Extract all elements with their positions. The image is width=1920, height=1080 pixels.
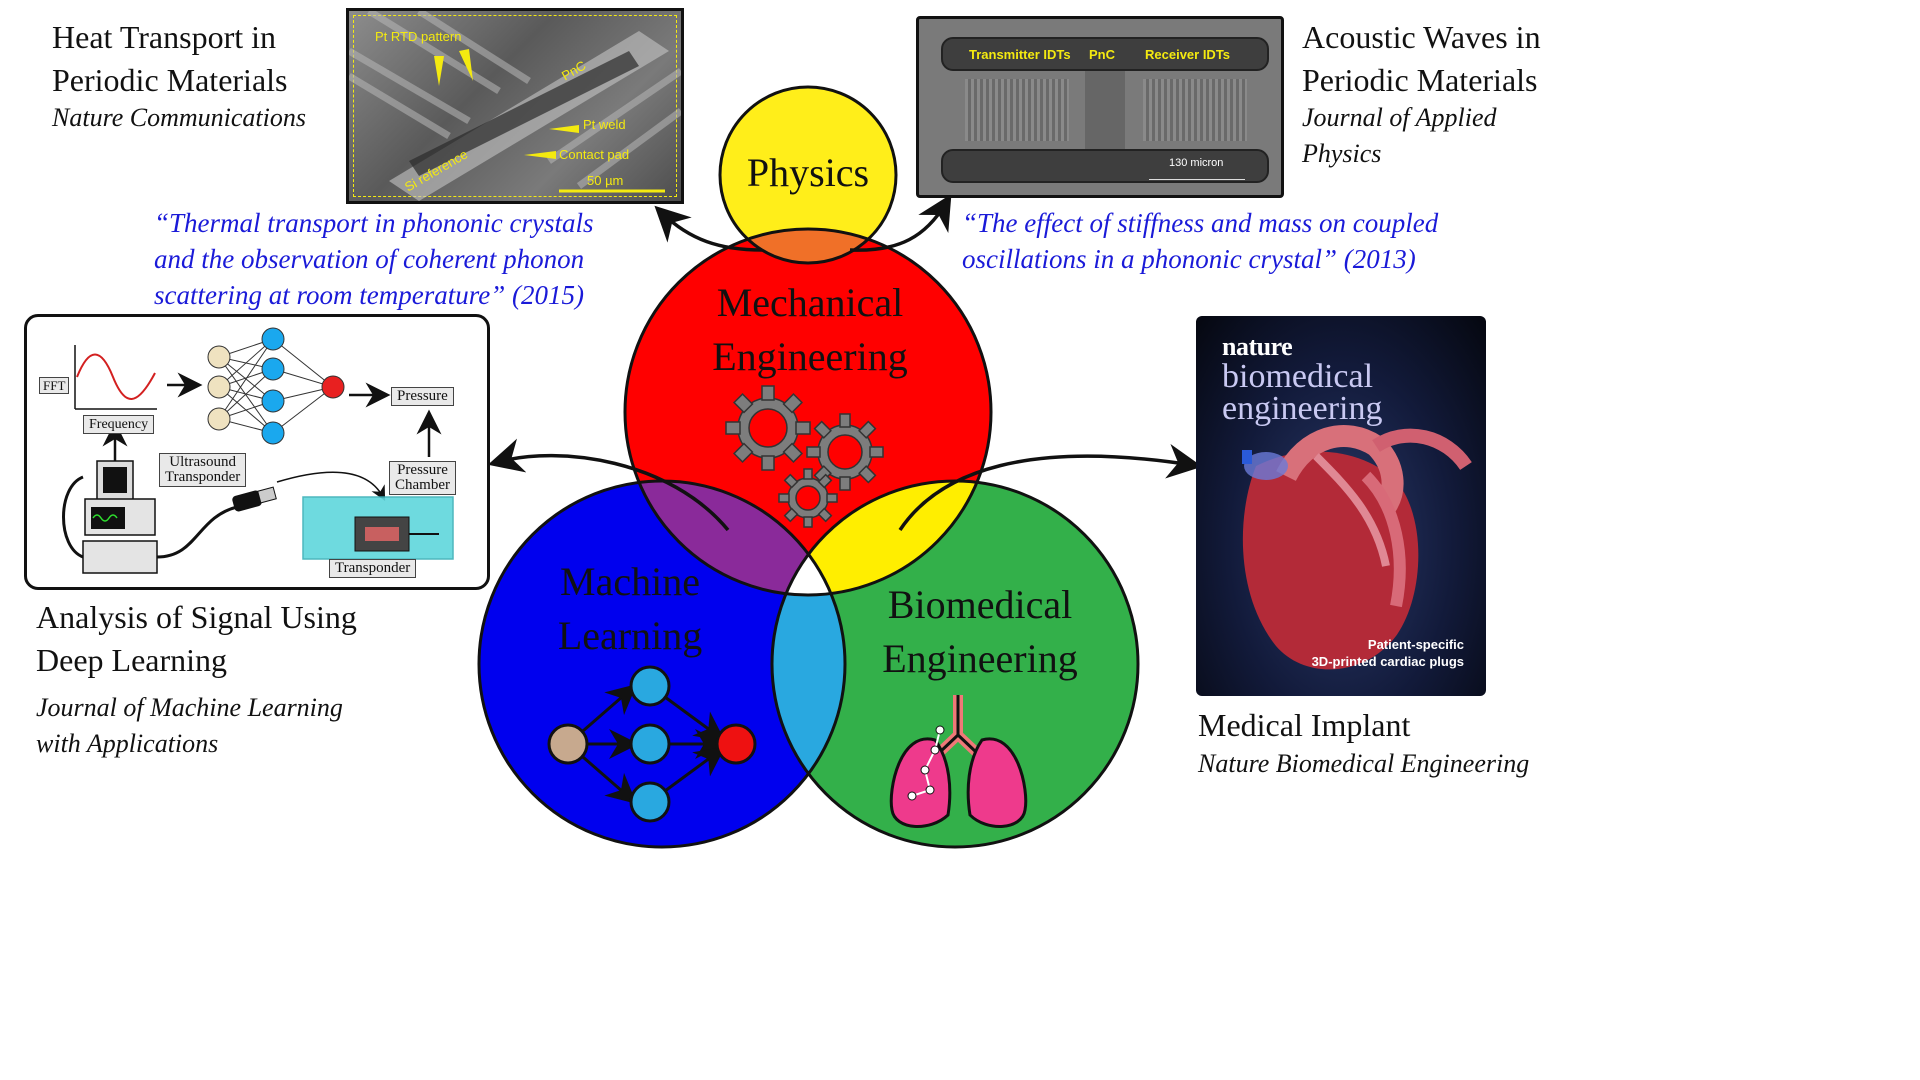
signal-journal: Journal of Machine Learning with Applica… [36,693,343,758]
label-weld: Pt weld [583,117,626,132]
sem-structure [349,11,681,201]
heart-illustration [1242,425,1472,670]
label-transponder: Transponder [329,559,417,578]
arrows [487,194,1203,532]
label-tx: Transmitter IDTs [969,47,1071,62]
label-pressure: Pressure [391,387,454,406]
cover-masthead: nature [1222,332,1293,361]
cover-title-1: biomedical [1222,358,1374,395]
label-scale-ac: 130 micron [1169,157,1224,169]
label-scale: 50 µm [587,173,624,188]
gears-icon [725,385,884,528]
arrow-to-implant [898,443,1203,531]
cover-caption: Patient-specific 3D-printed cardiac plug… [1311,637,1464,669]
biomedical-label: Biomedical Engineering [882,582,1078,681]
heat-title: Heat Transport in Periodic Materials [52,19,288,98]
heat-sem-image: Pt RTD pattern PnC Pt weld Contact pad S… [346,8,684,204]
heat-quote: “Thermal transport in phononic crystals … [154,208,594,310]
signal-diagram-box: FFT Frequency Pressure Ultrasound Transp… [24,314,490,590]
signal-title: Analysis of Signal Using Deep Learning [36,599,357,678]
label-rtd: Pt RTD pattern [375,29,462,44]
label-pnc-ac: PnC [1089,47,1115,62]
label-chamber: Pressure Chamber [389,461,456,495]
label-rx: Receiver IDTs [1145,47,1231,62]
neural-network-icon [547,665,757,823]
arrow-to-signal [487,438,730,532]
label-frequency: Frequency [83,415,155,434]
overlap-mechanical-ml [625,481,845,595]
venn-diagram [477,85,1203,849]
lungs-icon [889,695,1028,828]
arrow-to-acoustic [849,194,952,252]
overlap-mechanical-bio [772,481,991,595]
arrow-to-heat [654,205,763,252]
implant-journal: Nature Biomedical Engineering [1198,749,1530,778]
physics-label: Physics [746,150,870,195]
machine-learning-label: Machine Learning [557,559,703,658]
signal-schematic [62,327,454,574]
label-pad: Contact pad [559,147,630,162]
journal-cover: nature biomedical engineering Patient-sp… [1196,316,1486,696]
acoustic-sem-image: Transmitter IDTs PnC Receiver IDTs 130 m… [916,16,1284,198]
label-ultrasound: Ultrasound Transponder [159,453,247,487]
acoustic-journal: Journal of Applied Physics [1302,103,1497,168]
acoustic-quote: “The effect of stiffness and mass on cou… [962,208,1439,274]
physics-circle [720,87,896,263]
acoustic-title: Acoustic Waves in Periodic Materials [1302,19,1541,98]
cover-title-2: engineering [1222,390,1383,427]
implant-title: Medical Implant [1198,707,1411,743]
label-fft: FFT [39,377,70,394]
heat-journal: Nature Communications [52,103,306,132]
mechanical-label: Mechanical Engineering [712,280,908,379]
